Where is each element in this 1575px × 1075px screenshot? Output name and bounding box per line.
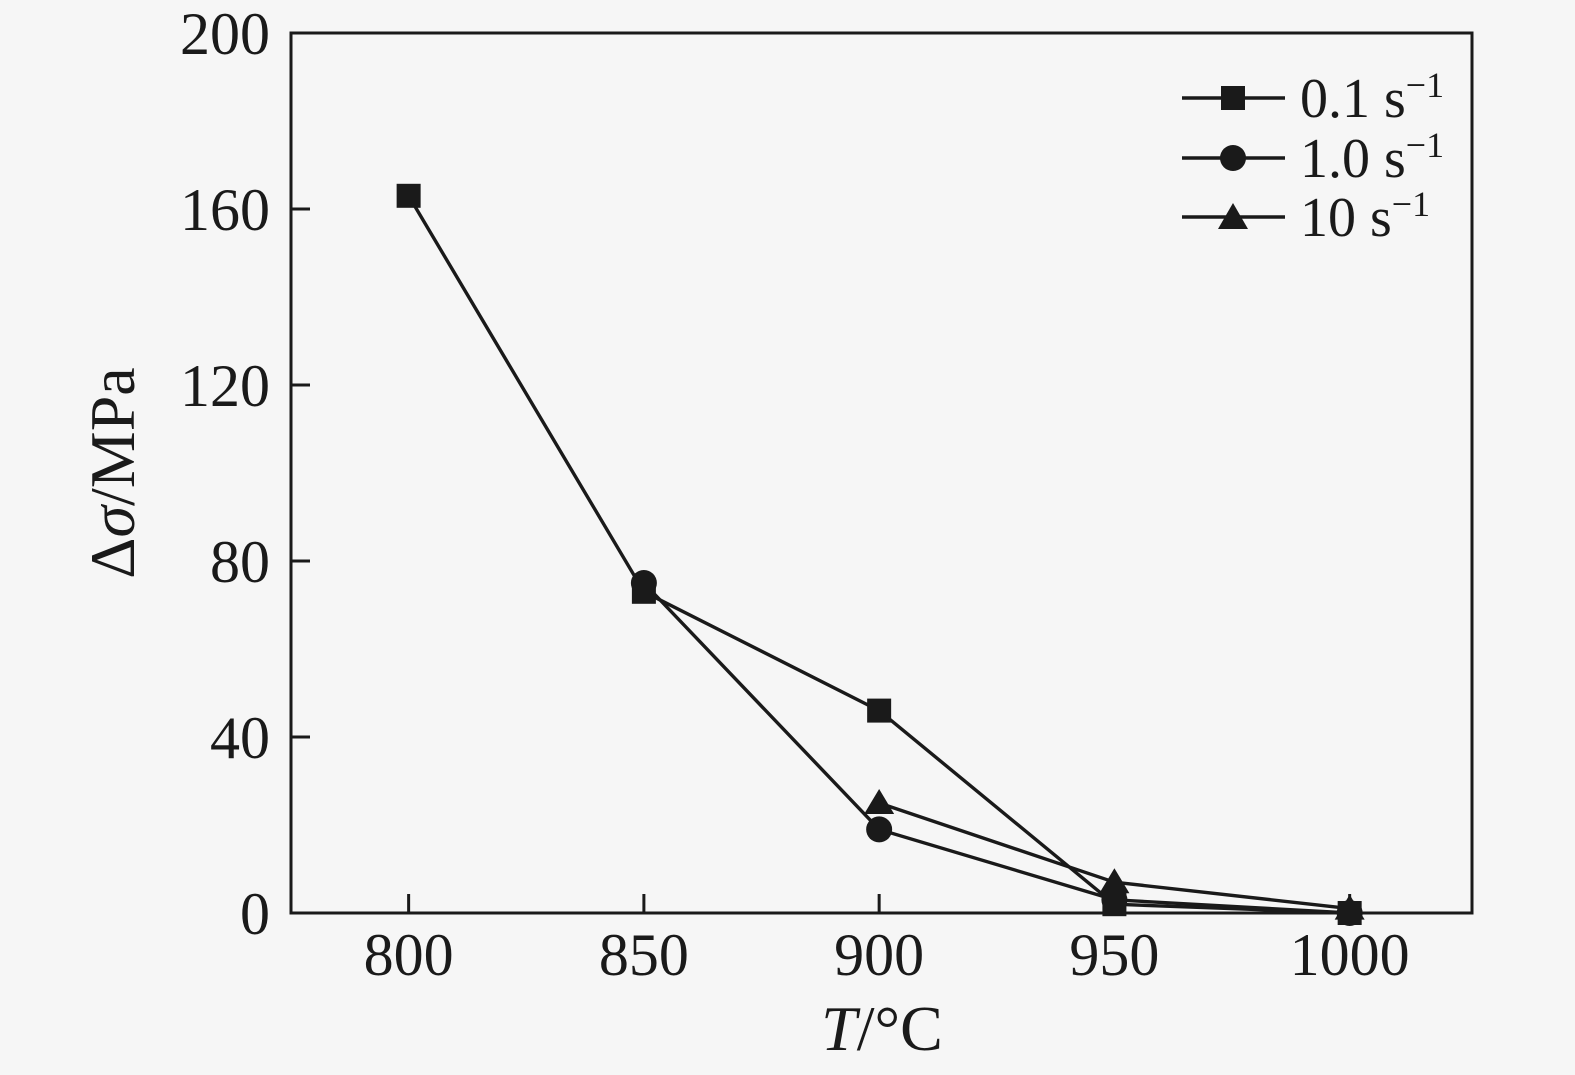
- legend-label-exponent: −1: [1392, 184, 1430, 224]
- data-point-square: [867, 698, 892, 723]
- x-tick-label: 900: [834, 922, 924, 988]
- legend-item: 1.0 s−1: [1182, 125, 1444, 190]
- x-tick-label: 850: [599, 922, 689, 988]
- x-tick-label: 800: [364, 922, 454, 988]
- y-axis-title-unit: /MPa: [77, 367, 148, 506]
- data-point-triangle: [1099, 868, 1130, 894]
- data-point-triangle: [1334, 894, 1365, 920]
- data-point-circle: [630, 570, 657, 596]
- x-axis-title-symbol: T: [821, 993, 861, 1064]
- legend-label-text: 1.0 s: [1300, 128, 1406, 190]
- series-triangle: [864, 789, 1365, 920]
- legend-label: 1.0 s−1: [1300, 125, 1444, 190]
- legend-label-text: 0.1 s: [1300, 68, 1406, 130]
- legend-label: 10 s−1: [1300, 184, 1430, 249]
- legend-marker-triangle-icon: [1218, 203, 1248, 229]
- data-point-circle: [866, 816, 893, 843]
- x-axis-title: T/°C: [821, 993, 943, 1064]
- x-axis-tick-labels: 800 850 900 950 1000: [364, 922, 1410, 988]
- y-axis-ticks: [291, 31, 310, 915]
- data-point-circle: [1101, 886, 1128, 913]
- legend-item: 10 s−1: [1182, 184, 1430, 249]
- data-point-square: [396, 183, 421, 208]
- x-tick-label: 950: [1069, 922, 1159, 988]
- x-tick-label: 1000: [1290, 922, 1410, 988]
- y-tick-label: 0: [240, 881, 270, 947]
- legend-label-exponent: −1: [1406, 65, 1444, 105]
- chart-series: [396, 183, 1365, 926]
- x-axis-title-unit: /°C: [857, 993, 943, 1064]
- legend-label: 0.1 s−1: [1300, 65, 1444, 130]
- y-axis-title-sigma: σ: [77, 504, 148, 538]
- y-axis-tick-labels: 0 40 80 120 160 200: [180, 1, 270, 947]
- y-axis-title-delta: Δ: [77, 538, 148, 579]
- y-axis-title: Δσ/MPa: [77, 367, 148, 578]
- y-tick-label: 40: [210, 705, 270, 771]
- legend: 0.1 s−1 1.0 s−1 10 s−1: [1182, 65, 1444, 249]
- data-point-triangle: [864, 789, 895, 814]
- plot-area-frame: [289, 31, 1474, 915]
- legend-marker-circle-icon: [1220, 145, 1246, 171]
- y-tick-label: 200: [180, 1, 270, 67]
- series-circle: [630, 570, 1363, 926]
- legend-label-exponent: −1: [1406, 125, 1444, 165]
- series-line: [642, 581, 1352, 915]
- legend-marker-square-icon: [1221, 86, 1245, 110]
- y-tick-label: 80: [210, 529, 270, 595]
- y-tick-label: 120: [180, 353, 270, 419]
- legend-label-text: 10 s: [1300, 187, 1392, 249]
- legend-item: 0.1 s−1: [1182, 65, 1444, 130]
- y-tick-label: 160: [180, 177, 270, 243]
